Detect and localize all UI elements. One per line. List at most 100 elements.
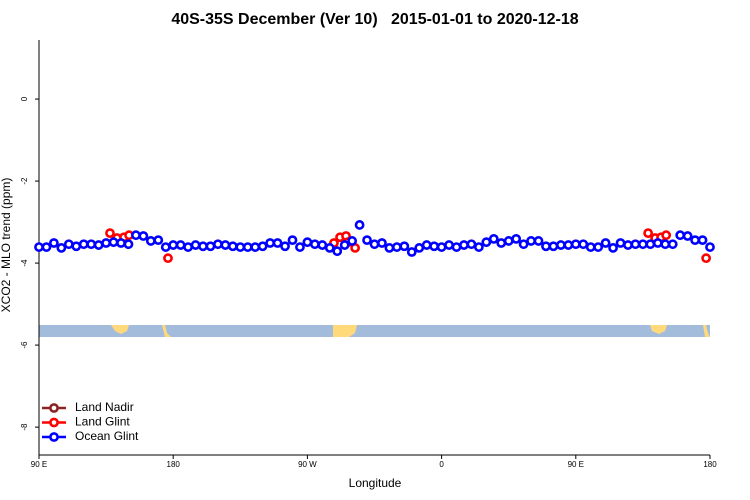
data-point bbox=[701, 253, 712, 264]
data-point bbox=[49, 238, 59, 248]
data-point bbox=[34, 242, 44, 252]
x-tick-label: 90 E bbox=[31, 460, 47, 469]
data-point bbox=[324, 243, 335, 253]
data-point bbox=[414, 243, 425, 253]
x-tick-label: 180 bbox=[167, 460, 181, 469]
data-point bbox=[541, 241, 551, 252]
data-point bbox=[272, 238, 283, 248]
data-point bbox=[623, 240, 633, 250]
data-point bbox=[280, 241, 290, 252]
data-point bbox=[287, 235, 298, 246]
data-point bbox=[451, 242, 462, 252]
legend-label: Ocean Glint bbox=[75, 429, 139, 443]
legend-marker bbox=[49, 432, 59, 442]
legend-marker bbox=[49, 417, 59, 428]
data-point bbox=[153, 235, 164, 246]
data-point bbox=[317, 240, 328, 250]
data-point bbox=[503, 236, 514, 246]
data-point bbox=[660, 239, 671, 250]
x-tick-label: 0 bbox=[439, 460, 444, 469]
data-point bbox=[369, 239, 380, 250]
data-point bbox=[615, 238, 626, 248]
data-point bbox=[384, 243, 395, 253]
legend-marker bbox=[49, 403, 59, 413]
data-point bbox=[78, 239, 89, 250]
land-patch bbox=[703, 325, 710, 337]
data-point bbox=[682, 231, 693, 241]
data-point bbox=[86, 239, 97, 250]
data-point bbox=[257, 241, 268, 252]
data-point bbox=[466, 239, 477, 250]
data-point bbox=[362, 235, 372, 246]
y-tick-label: -6 bbox=[20, 341, 29, 349]
data-point bbox=[71, 241, 82, 252]
data-point bbox=[168, 240, 179, 250]
data-point bbox=[459, 240, 469, 250]
data-point bbox=[643, 228, 654, 239]
data-point bbox=[555, 240, 566, 250]
data-point bbox=[105, 228, 115, 239]
data-point bbox=[593, 242, 604, 252]
land-patch bbox=[111, 325, 129, 334]
data-point bbox=[608, 243, 618, 253]
data-point bbox=[667, 239, 678, 250]
data-point bbox=[563, 240, 574, 250]
data-point bbox=[391, 242, 402, 252]
legend-label: Land Nadir bbox=[75, 400, 134, 414]
data-point bbox=[163, 253, 173, 264]
data-point bbox=[429, 241, 440, 252]
y-axis-label: XCO2 - MLO trend (ppm) bbox=[0, 178, 13, 313]
data-point bbox=[354, 220, 365, 230]
data-point bbox=[101, 238, 111, 248]
data-point bbox=[198, 241, 208, 252]
y-tick-label: 0 bbox=[20, 96, 29, 101]
data-point bbox=[250, 242, 261, 252]
data-point bbox=[630, 239, 641, 250]
data-point bbox=[160, 242, 171, 252]
legend-label: Land Glint bbox=[75, 415, 130, 429]
y-tick-label: -4 bbox=[20, 259, 29, 267]
data-point bbox=[227, 241, 238, 252]
data-point bbox=[645, 239, 656, 250]
data-point bbox=[638, 239, 648, 250]
data-point bbox=[496, 238, 507, 248]
y-tick-label: -8 bbox=[20, 423, 29, 431]
data-point bbox=[131, 230, 141, 241]
data-point bbox=[309, 239, 320, 250]
land-patch bbox=[162, 325, 171, 337]
x-axis-label: Longitude bbox=[349, 476, 402, 490]
data-point bbox=[473, 242, 484, 252]
data-point bbox=[399, 241, 410, 252]
y-tick-label: -2 bbox=[20, 177, 29, 185]
data-point bbox=[548, 241, 559, 252]
data-point bbox=[526, 236, 536, 246]
data-point bbox=[705, 242, 715, 252]
data-point bbox=[235, 242, 246, 252]
data-point bbox=[444, 240, 454, 250]
data-point bbox=[205, 241, 216, 252]
data-point bbox=[697, 235, 708, 246]
data-point bbox=[339, 240, 350, 250]
chart-title: 40S-35S December (Ver 10) 2015-01-01 to … bbox=[171, 11, 578, 28]
data-point bbox=[116, 238, 126, 248]
data-point bbox=[138, 231, 149, 241]
data-point bbox=[600, 238, 611, 248]
data-point bbox=[421, 240, 432, 250]
x-tick-label: 180 bbox=[703, 460, 717, 469]
data-point bbox=[570, 239, 581, 250]
data-point bbox=[533, 236, 544, 246]
data-point bbox=[511, 233, 522, 244]
x-tick-label: 90 E bbox=[568, 460, 584, 469]
data-point bbox=[145, 236, 156, 246]
data-point bbox=[690, 235, 700, 246]
data-point bbox=[578, 239, 589, 250]
data-point bbox=[302, 237, 313, 248]
data-point bbox=[347, 236, 358, 246]
data-point bbox=[488, 233, 499, 244]
data-point bbox=[265, 238, 276, 248]
data-point bbox=[108, 237, 119, 248]
data-point bbox=[183, 242, 194, 252]
land-patch bbox=[333, 325, 357, 337]
data-point bbox=[377, 238, 387, 248]
data-point bbox=[175, 240, 186, 250]
